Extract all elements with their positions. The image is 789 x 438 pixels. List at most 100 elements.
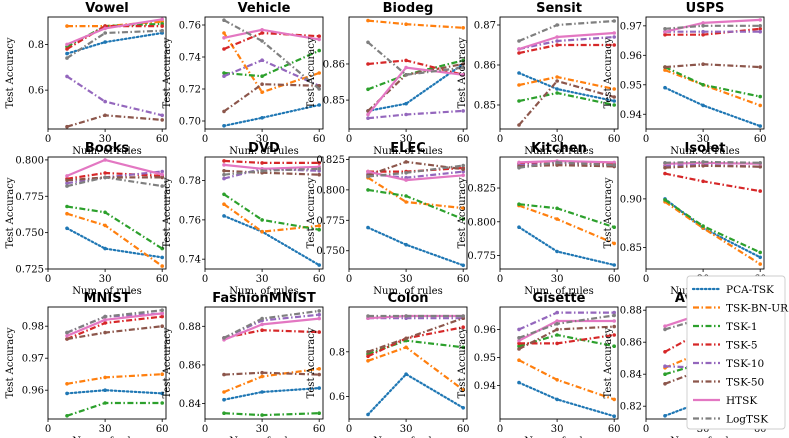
- data-point-htsk: [663, 324, 667, 329]
- subplot-title: Isolet: [685, 141, 726, 156]
- y-axis-label: Test Accuracy: [306, 177, 317, 248]
- data-point-logtsk: [555, 23, 559, 27]
- data-point-tsk-1: [366, 188, 370, 192]
- data-point-tsk-5: [555, 341, 559, 346]
- data-point-logtsk: [461, 314, 466, 318]
- data-point-logtsk: [517, 166, 521, 170]
- data-point-pca-tsk: [260, 116, 264, 120]
- data-point-htsk: [701, 21, 705, 25]
- x-axis-label: Num. of rules: [524, 436, 593, 438]
- series-line-tsk-50: [367, 317, 464, 353]
- subplot-biodeg: Biodeg 0 30 60 0.85 0.86 Num. of rules Test Acc…: [306, 1, 470, 157]
- y-tick-label: 0.82: [620, 402, 642, 413]
- data-point-tsk-5: [160, 314, 164, 319]
- series-line-pca-tsk: [517, 71, 616, 103]
- data-point-tsk-5: [663, 171, 667, 176]
- x-tick-label: 0: [346, 134, 352, 145]
- plot-frame: [47, 16, 167, 130]
- data-point-logtsk: [517, 39, 521, 43]
- plot-frame: [204, 156, 324, 270]
- x-axis-label: Num. of rules: [524, 146, 593, 157]
- data-point-tsk-bn-ur: [65, 382, 69, 386]
- data-point-tsk-1: [663, 372, 667, 377]
- x-axis-label: Num. of rules: [72, 436, 141, 438]
- data-point-logtsk: [404, 314, 408, 318]
- y-tick-label: 0.76: [179, 215, 201, 226]
- x-tick-label: 30: [551, 134, 564, 145]
- data-point-tsk-1: [160, 401, 164, 405]
- legend-label-tsk-50: TSK-50: [726, 377, 764, 389]
- data-point-logtsk: [758, 161, 762, 165]
- data-point-tsk-bn-ur: [461, 388, 466, 392]
- data-point-tsk-1: [317, 227, 322, 232]
- series-line-tsk-bn-ur: [518, 359, 615, 401]
- data-point-pca-tsk: [366, 412, 370, 417]
- data-point-tsk-50: [701, 62, 705, 66]
- data-point-pca-tsk: [260, 390, 264, 394]
- x-tick-label: 0: [643, 134, 649, 145]
- y-tick-label: 0.95: [474, 353, 496, 364]
- legend-label-logtsk: LogTSK: [726, 414, 768, 426]
- data-point-tsk-50: [160, 324, 164, 329]
- y-tick-label: 0.94: [620, 110, 642, 121]
- series-line-pca-tsk: [222, 103, 321, 127]
- data-point-logtsk: [103, 314, 107, 319]
- x-tick-label: 0: [202, 274, 208, 285]
- legend-label-tsk-5: TSK-5: [726, 340, 758, 352]
- data-point-tsk-10: [222, 176, 226, 181]
- plot-frame: [47, 306, 167, 420]
- data-point-pca-tsk: [701, 103, 705, 108]
- data-point-tsk-5: [317, 161, 322, 165]
- x-axis-label: Num. of rules: [373, 146, 442, 157]
- data-point-logtsk: [103, 31, 107, 35]
- y-tick-label: 0.775: [467, 251, 496, 262]
- series-line-tsk-50: [518, 79, 615, 126]
- data-point-tsk-5: [517, 341, 521, 346]
- series-line-pca-tsk: [65, 389, 164, 395]
- data-point-logtsk: [222, 18, 226, 23]
- y-tick-label: 0.750: [15, 228, 44, 239]
- y-tick-label: 0.86: [323, 59, 345, 70]
- series-line-tsk-bn-ur: [367, 176, 464, 210]
- y-axis-label: Test Accuracy: [603, 327, 614, 398]
- y-tick-label: 0.96: [620, 51, 642, 62]
- series-line-tsk-50: [367, 62, 464, 112]
- series-line-tsk-1: [223, 412, 320, 417]
- data-point-tsk-50: [404, 336, 408, 341]
- data-point-tsk-bn-ur: [612, 241, 616, 246]
- x-tick-label: 0: [497, 274, 503, 285]
- series-line-tsk-1: [367, 59, 464, 91]
- data-point-tsk-50: [663, 165, 667, 170]
- data-point-tsk-10: [758, 29, 762, 34]
- series-line-tsk-1: [66, 401, 163, 417]
- series-line-htsk: [518, 159, 615, 164]
- subplot-dvd: DVD 0 30 60 0.74 0.76 0.78 Num. of rules Test Ac…: [162, 141, 326, 297]
- data-point-tsk-bn-ur: [404, 200, 408, 204]
- series-line-logtsk: [664, 24, 761, 30]
- data-point-tsk-50: [65, 124, 69, 129]
- data-point-logtsk: [222, 336, 226, 340]
- x-tick-label: 60: [156, 134, 169, 145]
- data-point-tsk-50: [317, 84, 322, 88]
- subplot-title: DVD: [248, 141, 280, 156]
- data-point-htsk: [555, 319, 559, 323]
- x-tick-label: 0: [497, 424, 503, 435]
- data-point-htsk: [404, 65, 408, 70]
- data-point-tsk-1: [404, 194, 408, 198]
- data-point-tsk-10: [517, 327, 521, 332]
- data-point-tsk-5: [758, 27, 762, 31]
- x-tick-label: 60: [156, 424, 169, 435]
- data-point-tsk-10: [555, 39, 559, 43]
- data-point-tsk-5: [103, 171, 107, 175]
- data-point-tsk-bn-ur: [260, 374, 264, 379]
- data-point-logtsk: [65, 330, 69, 335]
- x-axis-label: Num. of rules: [373, 286, 442, 297]
- data-point-tsk-50: [260, 82, 264, 86]
- data-point-tsk-bn-ur: [65, 211, 69, 216]
- data-point-pca-tsk: [663, 414, 667, 418]
- y-tick-label: 0.6: [28, 86, 44, 97]
- y-tick-label: 0.825: [467, 184, 496, 195]
- series-line-htsk: [223, 317, 320, 341]
- data-point-tsk-10: [65, 181, 69, 185]
